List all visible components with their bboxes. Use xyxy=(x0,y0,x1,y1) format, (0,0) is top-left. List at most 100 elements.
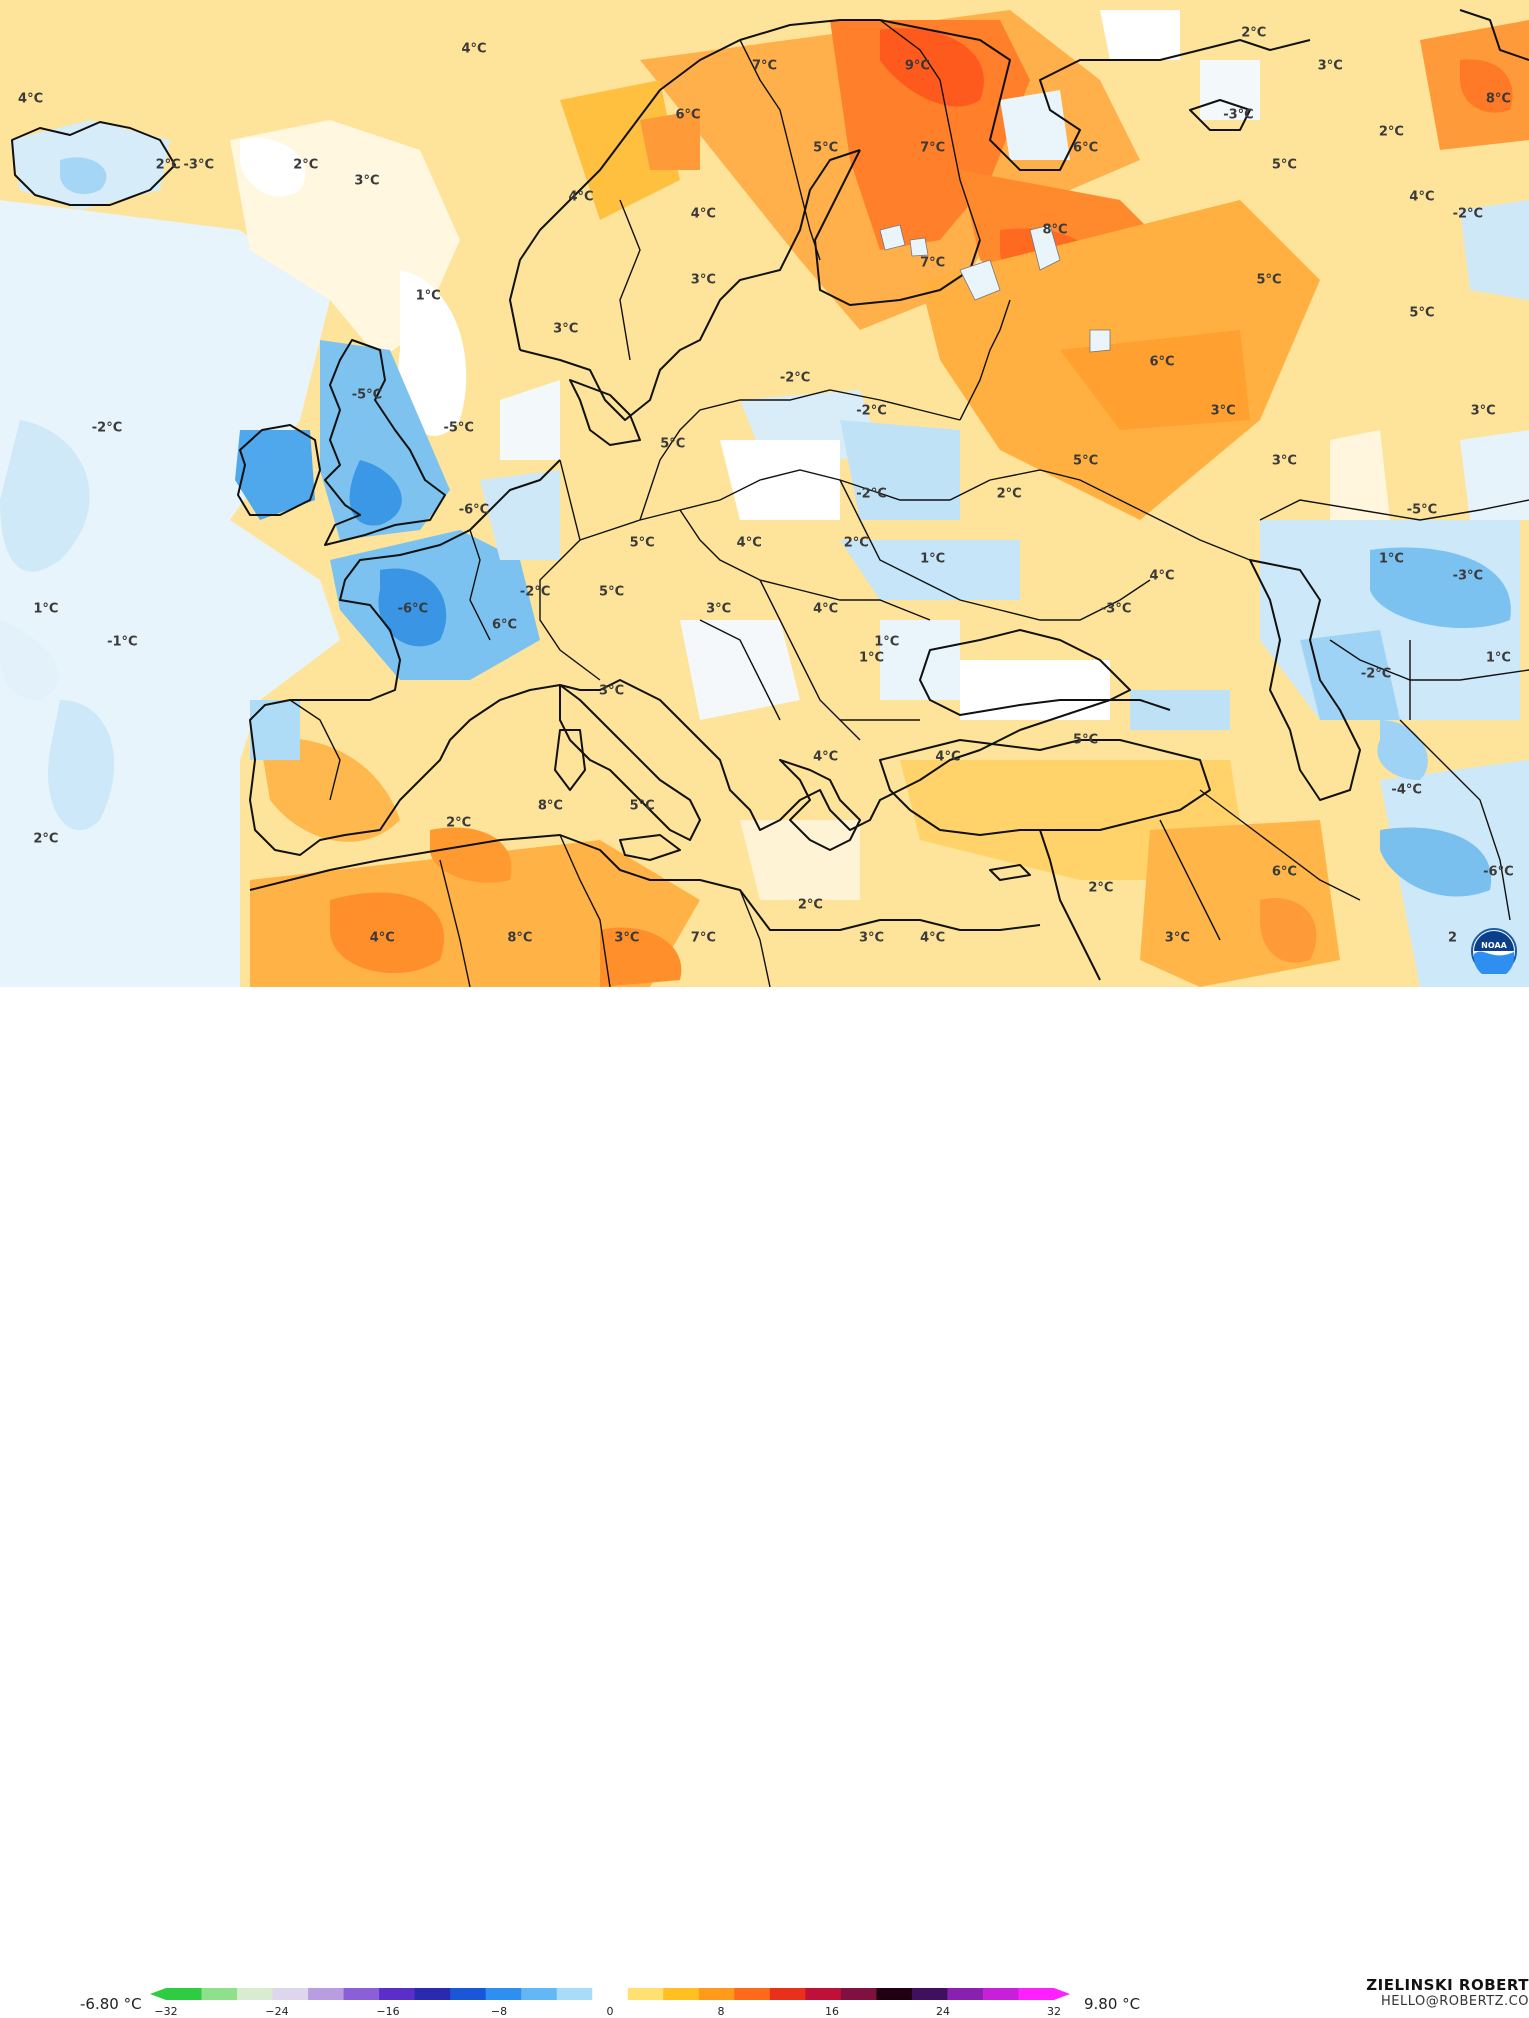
colorbar-cell xyxy=(343,1988,380,2000)
colorbar-tick-label: −16 xyxy=(376,2005,400,2018)
temperature-label: 4°C xyxy=(369,930,395,946)
colorbar-max-arrow xyxy=(1054,1988,1070,2000)
colorbar-cell xyxy=(592,1988,629,2000)
legend-max-label: 9.80 °C xyxy=(1084,1995,1141,2013)
colorbar-cell xyxy=(450,1988,487,2000)
temperature-label: 5°C xyxy=(629,798,655,814)
temperature-label: 5°C xyxy=(1271,157,1297,172)
colorbar-cell xyxy=(1018,1988,1055,2000)
temperature-label: -6°C xyxy=(458,502,490,518)
colorbar-cell xyxy=(805,1988,842,2000)
legend-footer: -6.80 °C −32 −24 −16 −8 0 8 16 24 32 9.80 °C ZIE… xyxy=(0,987,1529,2018)
author-credit: ZIELINSKI ROBERT HELLO@ROBERTZ.CO xyxy=(1366,1976,1529,2009)
temperature-label: 2°C xyxy=(996,486,1022,501)
colorbar-cell xyxy=(769,1988,806,2000)
temperature-label: 4°C xyxy=(920,930,946,946)
colorbar-cell xyxy=(485,1988,522,2000)
colorbar-cell xyxy=(414,1988,451,2000)
temperature-label: -2°C xyxy=(856,486,887,501)
temperature-label: 5°C xyxy=(1073,453,1099,469)
temperature-label: 3°C xyxy=(1470,403,1496,419)
temperature-label: 3°C xyxy=(614,930,640,946)
temperature-label: 1°C xyxy=(920,551,946,567)
temperature-label: 3°C xyxy=(599,683,625,699)
temperature-label: 2°C xyxy=(1088,880,1114,896)
temperature-label: -3°C xyxy=(1452,568,1484,584)
anomaly-field-layer xyxy=(0,0,1529,987)
temperature-label: 2°C xyxy=(446,815,472,830)
temperature-label: 5°C xyxy=(1073,732,1099,748)
temperature-label: 3°C xyxy=(690,272,716,288)
temperature-label: 6°C xyxy=(675,107,701,123)
temperature-label: -2°C xyxy=(91,420,123,436)
temperature-label: 4°C xyxy=(461,41,487,57)
temperature-label: 2°C xyxy=(843,535,869,551)
temperature-label: 1°C xyxy=(33,601,59,617)
temperature-label: 5°C xyxy=(629,535,655,551)
colorbar-tick-label: −32 xyxy=(154,2005,178,2018)
temperature-label: 5°C xyxy=(660,436,686,452)
colorbar-min-arrow xyxy=(150,1988,166,2000)
temperature-label: 3°C xyxy=(1164,930,1190,946)
colorbar-cell xyxy=(982,1988,1019,2000)
temperature-label: 2°C xyxy=(797,897,823,913)
temperature-label: -2°C xyxy=(779,370,811,386)
colorbar-cell xyxy=(734,1988,771,2000)
colorbar-tick-label: −8 xyxy=(490,2005,508,2018)
temperature-label: -3°C xyxy=(183,157,215,172)
temperature-label: 4°C xyxy=(18,91,44,107)
temperature-label: 5°C xyxy=(1409,305,1435,321)
colorbar-cell xyxy=(911,1988,948,2000)
temperature-label: 6°C xyxy=(1149,354,1175,370)
temperature-label: 3°C xyxy=(1317,58,1343,74)
colorbar-cell xyxy=(876,1988,913,2000)
temperature-label: -5°C xyxy=(1406,502,1438,518)
colorbar-cell xyxy=(947,1988,984,2000)
noaa-logo-icon: NOAA xyxy=(1471,928,1517,974)
temperature-label: 7°C xyxy=(920,255,946,271)
temperature-label: -3°C xyxy=(1100,601,1132,617)
temperature-label: 3°C xyxy=(354,173,380,189)
temperature-label: -2°C xyxy=(1360,666,1392,682)
temperature-label: 4°C xyxy=(935,749,961,765)
temperature-label: 1°C xyxy=(1378,551,1404,567)
legend-min-label: -6.80 °C xyxy=(80,1995,142,2013)
colorbar-cell xyxy=(627,1988,664,2000)
temperature-label: 8°C xyxy=(507,930,533,946)
temperature-label: -5°C xyxy=(351,387,383,403)
temperature-label: 2°C xyxy=(155,157,181,172)
temperature-label: 6°C xyxy=(1271,864,1297,880)
temperature-label: 3°C xyxy=(706,601,732,617)
temperature-label: 3°C xyxy=(1210,403,1236,419)
temperature-label: 3°C xyxy=(858,930,885,946)
temperature-label: 6°C xyxy=(1073,140,1099,156)
colorbar-cell xyxy=(272,1988,309,2000)
author-name: ZIELINSKI ROBERT xyxy=(1366,1976,1529,1994)
colorbar xyxy=(150,1988,1070,2000)
temperature-label: 2°C xyxy=(293,157,319,172)
border-layer xyxy=(289,19,1529,987)
temperature-label: 7°C xyxy=(920,140,946,156)
temperature-label: -2°C xyxy=(856,403,887,419)
temperature-label: 1°C xyxy=(874,634,900,650)
colorbar-cell xyxy=(556,1988,593,2000)
temperature-label: 3°C xyxy=(1271,453,1297,469)
temperature-label: 7°C xyxy=(751,58,778,74)
temperature-label: 1°C xyxy=(1485,650,1511,666)
temperature-label: -3°C xyxy=(1223,107,1254,123)
temperature-label: -2°C xyxy=(1452,206,1484,222)
colorbar-tick-label: 32 xyxy=(1047,2005,1061,2018)
temperature-label: 8°C xyxy=(1485,91,1511,107)
temperature-label: 5°C xyxy=(599,584,625,600)
temperature-label: 6°C xyxy=(492,617,518,633)
temperature-anomaly-map: 4°C 4°C 7°C 9°C 2°C 3°C 8°C 6°C -3°C 2°C -3°C 2°C 2°… xyxy=(0,0,1529,987)
temperature-label: 5°C xyxy=(1256,272,1282,288)
temperature-label: -2°C xyxy=(519,584,551,600)
temperature-label: 4°C xyxy=(736,535,762,551)
colorbar-cell xyxy=(698,1988,735,2000)
temperature-label: 4°C xyxy=(813,749,839,765)
temperature-label: 4°C xyxy=(568,189,594,205)
temperature-label: 4°C xyxy=(813,601,839,617)
colorbar-cell xyxy=(840,1988,877,2000)
colorbar-tick-label: −24 xyxy=(265,2005,289,2018)
